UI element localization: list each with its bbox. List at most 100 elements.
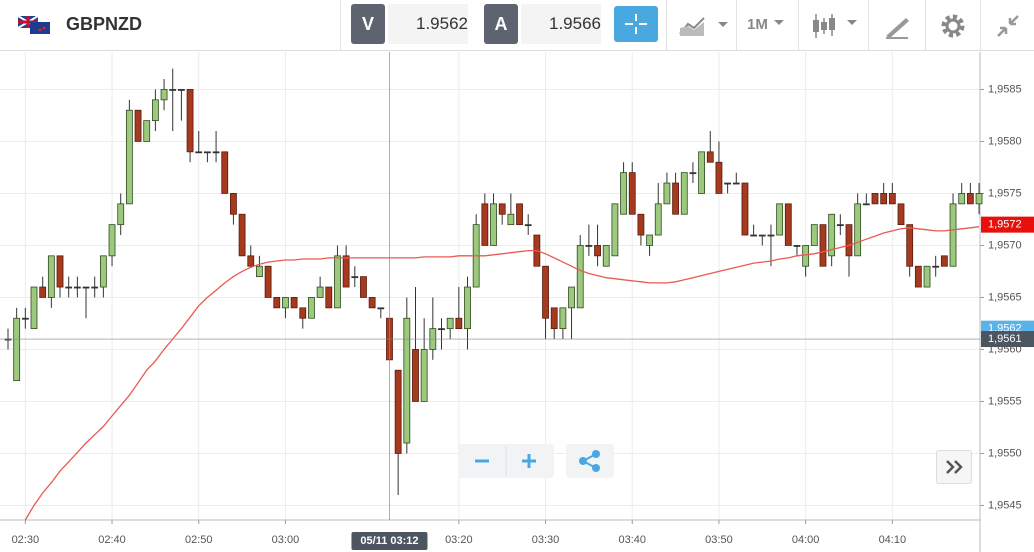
candle-body — [360, 276, 367, 298]
candle-body — [134, 109, 142, 142]
scroll-end-button[interactable] — [936, 450, 972, 484]
candle-body — [455, 317, 463, 330]
candle-body — [516, 203, 523, 226]
crosshair-button[interactable] — [614, 6, 658, 42]
price-tag — [981, 331, 1034, 348]
candle-body — [758, 234, 766, 237]
x-tick-label: 04:00 — [792, 534, 820, 546]
candle-body — [784, 203, 792, 246]
candle-body — [230, 193, 237, 215]
y-tick-label: 1,9580 — [988, 135, 1022, 147]
candle-body — [481, 203, 489, 246]
candle-body — [412, 349, 419, 402]
candle-body — [507, 213, 515, 226]
candle-body — [958, 193, 966, 205]
candle-body — [238, 213, 246, 257]
candle-body — [594, 245, 601, 257]
candle-body — [698, 151, 705, 194]
candle-body — [56, 255, 64, 288]
candle-body — [914, 265, 922, 288]
candle-body — [524, 224, 532, 227]
candle-body — [880, 193, 888, 205]
y-tick-label: 1,9575 — [988, 187, 1022, 199]
candle-body — [420, 349, 428, 402]
candle-body — [169, 89, 177, 91]
y-tick-label: 1,9570 — [988, 239, 1022, 251]
candle-body — [966, 193, 974, 205]
candle-body — [793, 245, 801, 247]
candle-body — [377, 307, 385, 310]
crosshair-x-label: 05/11 03:12 — [360, 535, 418, 547]
timeframe-button[interactable]: 1M — [747, 16, 768, 33]
moving-average — [24, 226, 980, 521]
candle-body — [65, 286, 73, 289]
candle-body — [91, 286, 99, 289]
candle-body — [542, 265, 549, 319]
candle-body — [498, 203, 506, 215]
candle-body — [741, 182, 749, 236]
bid-button[interactable]: V — [351, 4, 385, 44]
candle-body — [897, 203, 905, 226]
toolbar: GBPNZD V 1.9562 A 1.9566 1M — [0, 0, 1034, 51]
candle-body — [325, 286, 333, 309]
y-tick-label: 1,9555 — [988, 395, 1022, 407]
candle-body — [273, 297, 281, 309]
candle-body — [828, 213, 836, 257]
candle-body — [446, 317, 454, 330]
candle-body — [611, 203, 619, 257]
candle-body — [776, 203, 784, 236]
candle-body — [845, 224, 853, 257]
candle-body — [290, 297, 298, 309]
candle-body — [663, 182, 671, 205]
candle-body — [334, 255, 341, 309]
x-tick-label: 03:50 — [705, 534, 733, 546]
candle-body — [160, 89, 168, 101]
candle-body — [21, 317, 29, 320]
candle-body — [490, 203, 497, 246]
candle-body — [256, 265, 263, 278]
candle-body — [117, 203, 125, 226]
candle-body — [82, 286, 90, 289]
candle-body — [576, 245, 584, 309]
candle-body — [186, 89, 194, 153]
y-tick-label: 1,9545 — [988, 499, 1022, 511]
candle-body — [628, 172, 636, 215]
price-tag-label: 1,9561 — [988, 333, 1022, 345]
x-tick-label: 02:40 — [98, 534, 126, 546]
candle-body — [932, 265, 940, 268]
draw-button[interactable] — [882, 12, 912, 40]
bid-price: 1.9562 — [388, 4, 468, 44]
candle-body — [836, 224, 844, 227]
flags — [18, 16, 50, 34]
y-tick-label: 1,9550 — [988, 447, 1022, 459]
candle-body — [438, 328, 445, 331]
x-tick-label: 02:30 — [12, 534, 40, 546]
candle-body — [568, 286, 575, 309]
candle-body — [30, 286, 38, 330]
x-tick-label: 04:10 — [879, 534, 907, 546]
candle-body — [689, 172, 697, 175]
candle-type-button[interactable] — [810, 12, 860, 40]
plot-background — [0, 52, 980, 520]
zoom-buttons — [458, 444, 554, 478]
candle-body — [810, 224, 818, 246]
candle-body — [464, 286, 471, 330]
collapse-button[interactable] — [994, 12, 1022, 40]
candle-body — [108, 224, 116, 257]
candle-body — [221, 151, 229, 194]
price-tag-label: 1,9572 — [988, 219, 1022, 231]
candle-body — [637, 213, 645, 236]
candle-body — [949, 203, 957, 267]
candle-body — [923, 265, 931, 288]
candle-body — [819, 224, 827, 267]
settings-button[interactable] — [938, 11, 968, 41]
share-button[interactable] — [566, 444, 614, 478]
candle-body — [672, 182, 679, 215]
candle-body — [871, 193, 879, 205]
chart-type-button[interactable] — [676, 12, 730, 38]
candle-body — [975, 193, 983, 205]
ask-button[interactable]: A — [484, 4, 518, 44]
candle-body — [654, 203, 662, 236]
candle-body — [308, 297, 315, 319]
